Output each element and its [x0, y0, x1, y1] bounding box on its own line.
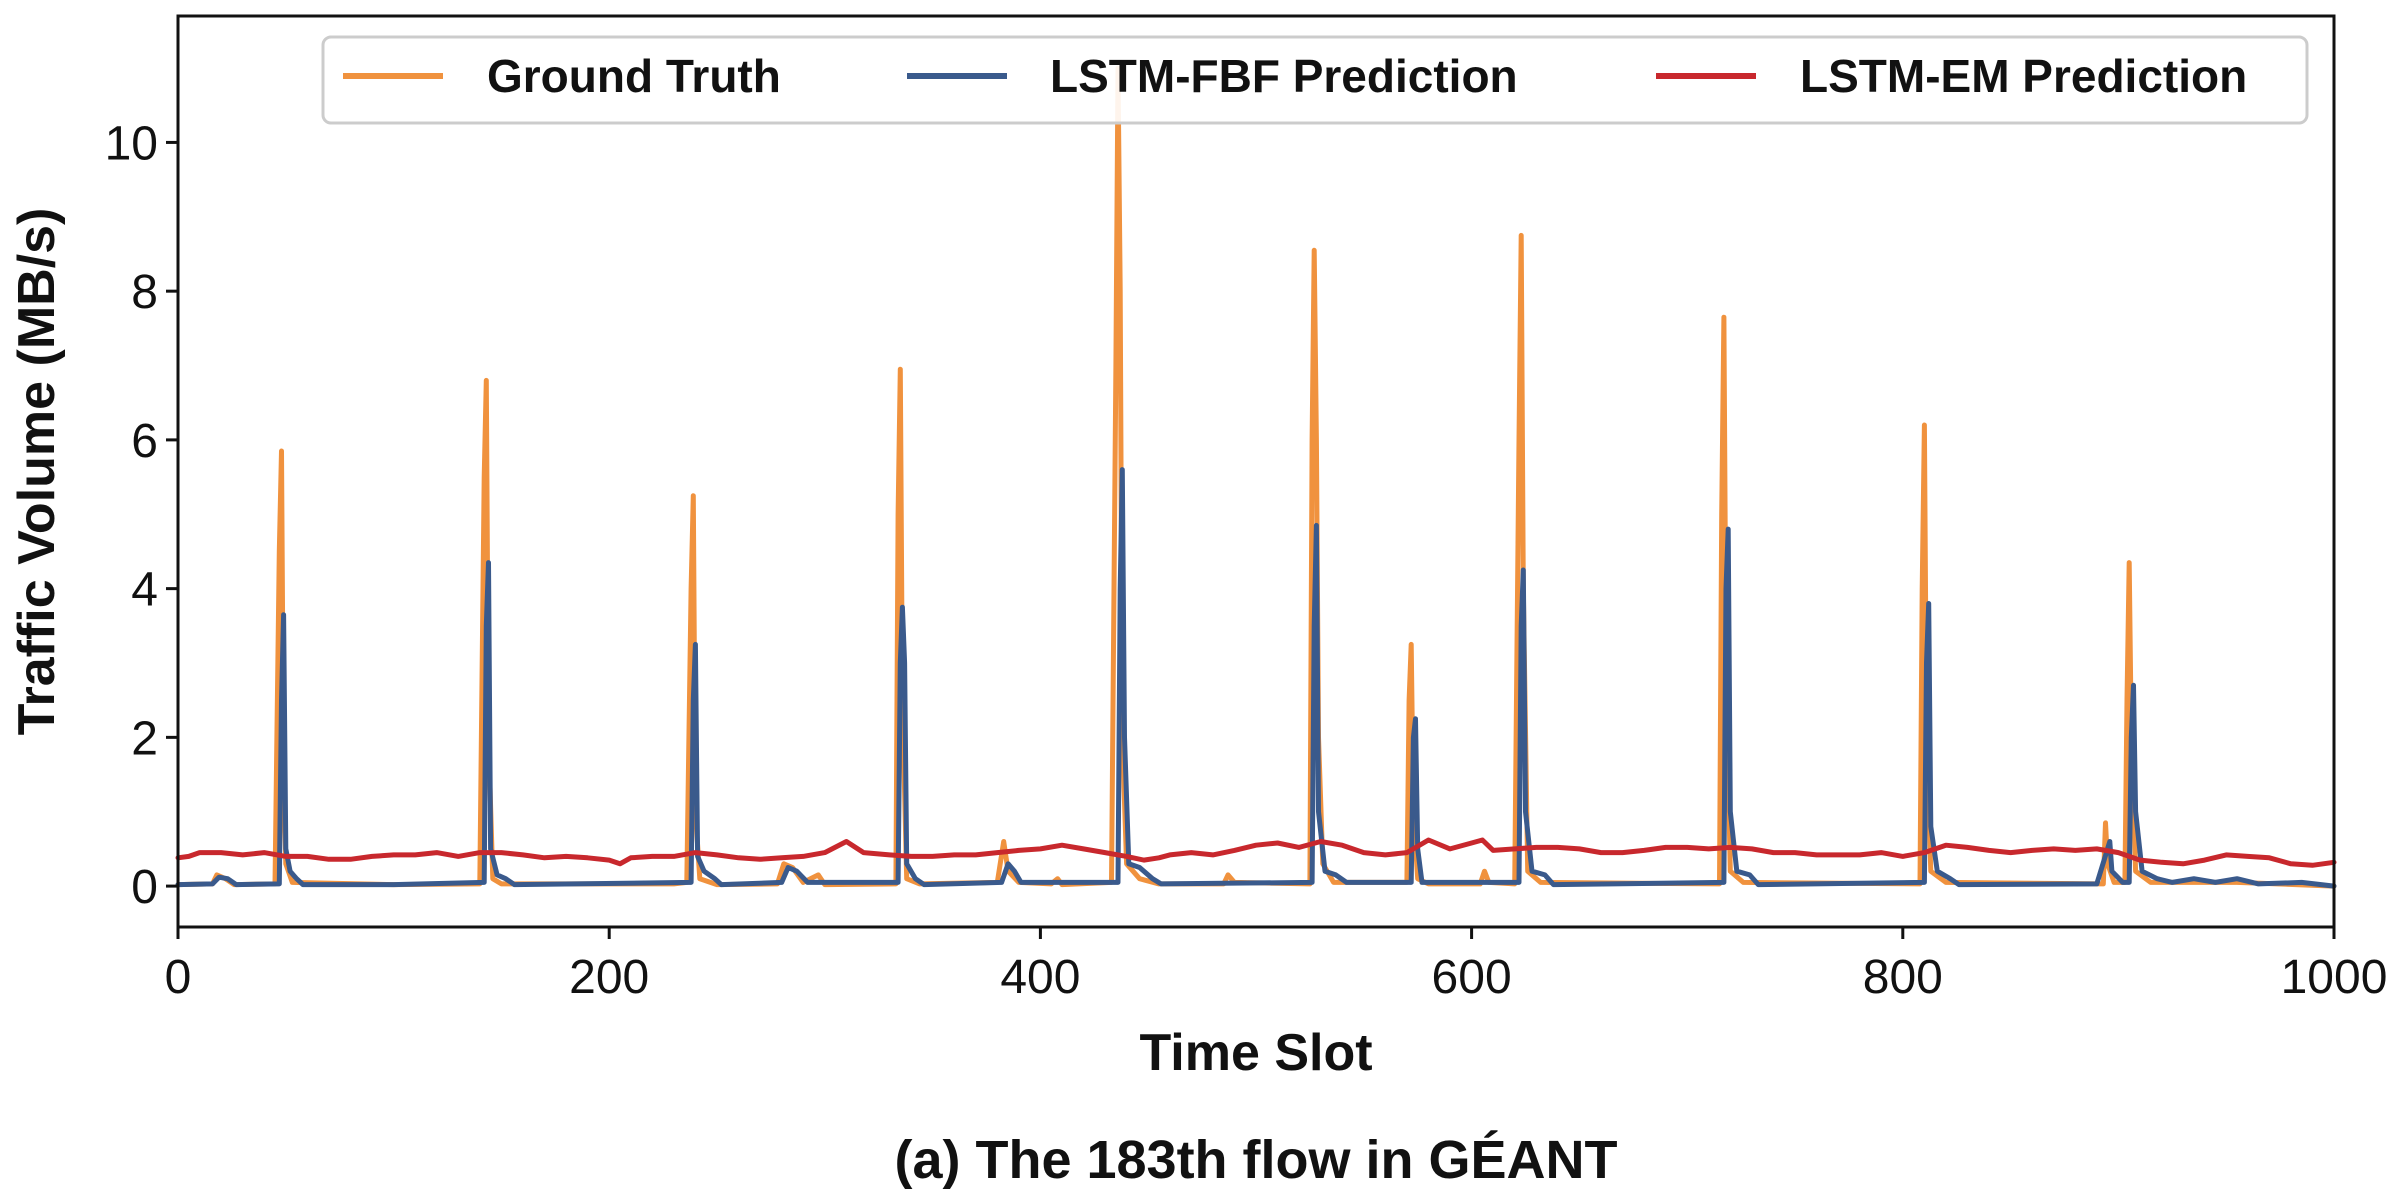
x-axis-title: Time Slot [1139, 1024, 1372, 1082]
y-tick-label: 10 [105, 117, 158, 170]
x-tick-label: 200 [569, 951, 649, 1004]
legend-label-3: LSTM-EM Prediction [1800, 50, 2247, 102]
legend: Ground Truth LSTM-FBF Prediction LSTM-EM P… [321, 35, 2309, 125]
x-tick-label: 1000 [2281, 951, 2388, 1004]
series-line-3 [175, 837, 2337, 868]
y-tick-label: 2 [131, 712, 158, 765]
x-tick-label: 0 [165, 951, 192, 1004]
series-line-1 [175, 65, 2337, 889]
y-tick-label: 8 [131, 266, 158, 319]
legend-label-1: Ground Truth [487, 50, 781, 102]
x-axis: 0 200 400 600 800 1000 [165, 927, 2388, 1004]
y-axis: 0 2 4 6 8 10 [105, 117, 178, 914]
legend-label-2: LSTM-FBF Prediction [1050, 50, 1518, 102]
series-line-2 [175, 467, 2337, 889]
x-tick-label: 400 [1000, 951, 1080, 1004]
plot-lines [175, 65, 2337, 889]
y-tick-label: 0 [131, 861, 158, 914]
y-tick-label: 4 [131, 564, 158, 617]
plot-frame [176, 14, 2336, 929]
y-axis-title: Traffic Volume (MB/s) [8, 208, 66, 736]
y-tick-label: 6 [131, 415, 158, 468]
x-tick-label: 600 [1432, 951, 1512, 1004]
x-tick-label: 800 [1863, 951, 1943, 1004]
legend-box [321, 35, 2309, 125]
figure-caption: (a) The 183th flow in GÉANT [894, 1130, 1617, 1190]
